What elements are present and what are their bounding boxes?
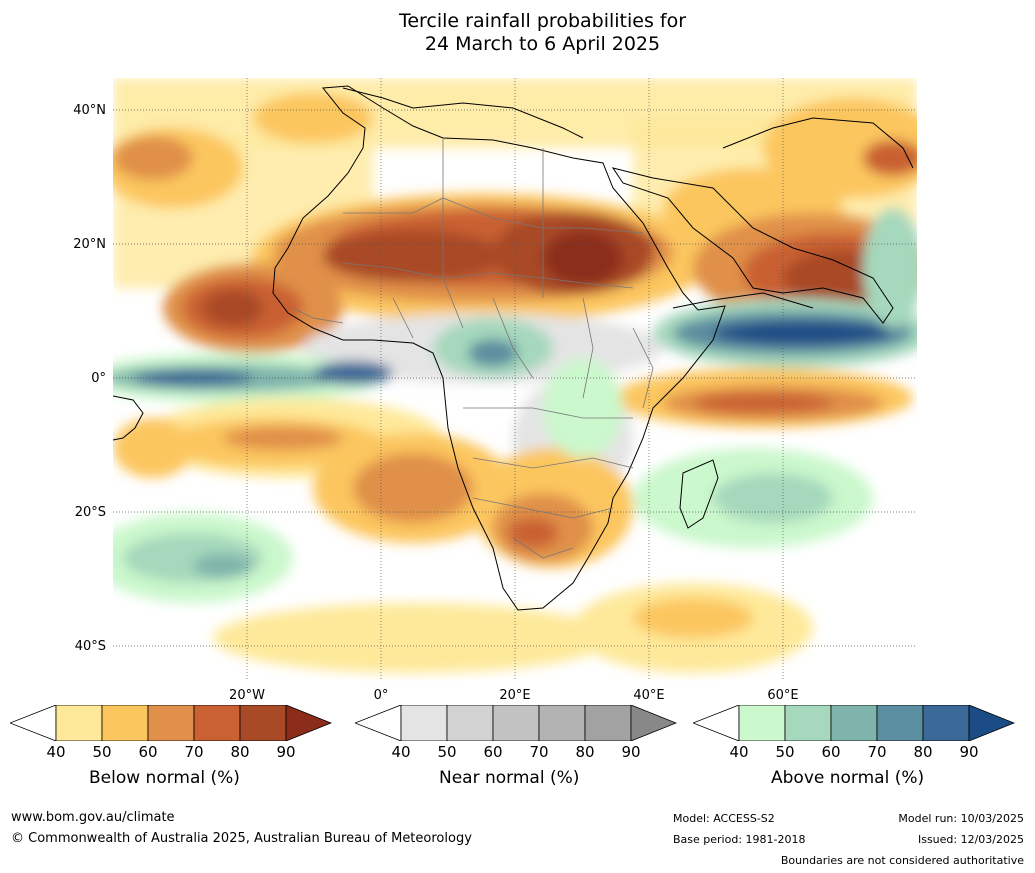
footer-model: Model: ACCESS-S2 <box>673 812 775 825</box>
below-tick-40: 40 <box>46 743 66 761</box>
lat-label-40n: 40°N <box>73 103 106 118</box>
below-normal-label: Below normal (%) <box>89 768 240 788</box>
below-colorbar-segment <box>8 704 57 742</box>
near-normal-colorbar: 40 50 60 70 80 90 <box>353 704 678 761</box>
near-tick-40: 40 <box>391 743 411 761</box>
near-colorbar-segment <box>446 704 494 742</box>
lat-label-20n: 20°N <box>73 237 106 252</box>
below-colorbar-segment <box>285 704 333 742</box>
near-colorbar-segment <box>353 704 402 742</box>
below-tick-70: 70 <box>184 743 204 761</box>
below-tick-60: 60 <box>138 743 158 761</box>
lon-label-20e: 20°E <box>499 688 531 703</box>
above-tick-40: 40 <box>729 743 749 761</box>
above-tick-90: 90 <box>959 743 979 761</box>
map-canvas <box>83 78 943 681</box>
coastlines <box>112 85 914 611</box>
graticule <box>113 78 917 681</box>
below-tick-50: 50 <box>92 743 112 761</box>
near-tick-60: 60 <box>483 743 503 761</box>
below-colorbar-segment <box>239 704 287 742</box>
above-colorbar-segment <box>830 704 878 742</box>
near-tick-90: 90 <box>621 743 641 761</box>
title-line-1: Tercile rainfall probabilities for <box>398 10 687 32</box>
above-colorbar-segment <box>738 704 786 742</box>
lon-label-40e: 40°E <box>633 688 665 703</box>
lat-label-20s: 20°S <box>74 505 106 520</box>
country-borders <box>292 138 654 559</box>
lon-label-60e: 60°E <box>767 688 799 703</box>
near-colorbar-segment <box>538 704 586 742</box>
above-normal-colorbar: 40 50 60 70 80 90 <box>691 704 1016 761</box>
near-colorbar-segment <box>584 704 632 742</box>
below-colorbar-segment <box>55 704 103 742</box>
below-tick-80: 80 <box>230 743 250 761</box>
footer-copyright: © Commonwealth of Australia 2025, Austra… <box>11 831 472 846</box>
above-tick-60: 60 <box>821 743 841 761</box>
footer-url[interactable]: www.bom.gov.au/climate <box>11 810 175 825</box>
footer-issued: Issued: 12/03/2025 <box>917 833 1024 846</box>
above-colorbar-segment <box>876 704 924 742</box>
near-tick-70: 70 <box>529 743 549 761</box>
lat-label-40s: 40°S <box>74 639 106 654</box>
below-colorbar-segment <box>101 704 149 742</box>
near-normal-label: Near normal (%) <box>439 768 580 788</box>
near-colorbar-segment <box>630 704 678 742</box>
above-tick-80: 80 <box>913 743 933 761</box>
title-line-2: 24 March to 6 April 2025 <box>424 33 661 55</box>
above-colorbar-segment <box>922 704 970 742</box>
below-tick-90: 90 <box>276 743 296 761</box>
above-colorbar-segment <box>691 704 740 742</box>
map-title: Tercile rainfall probabilities for 24 Ma… <box>0 10 1035 56</box>
lat-label-0: 0° <box>91 371 106 386</box>
above-colorbar-segment <box>968 704 1016 742</box>
lon-label-0: 0° <box>373 688 389 703</box>
footer-base-period: Base period: 1981-2018 <box>673 833 806 846</box>
rainfall-probability-map <box>83 78 943 681</box>
above-tick-50: 50 <box>775 743 795 761</box>
lon-label-20w: 20°W <box>229 688 265 703</box>
near-colorbar-segment <box>400 704 448 742</box>
near-tick-50: 50 <box>437 743 457 761</box>
near-colorbar-segment <box>492 704 540 742</box>
above-normal-label: Above normal (%) <box>771 768 925 788</box>
footer-model-run: Model run: 10/03/2025 <box>898 812 1024 825</box>
footer-disclaimer: Boundaries are not considered authoritat… <box>780 854 1024 867</box>
above-tick-70: 70 <box>867 743 887 761</box>
below-colorbar-segment <box>147 704 195 742</box>
near-tick-80: 80 <box>575 743 595 761</box>
above-colorbar-segment <box>784 704 832 742</box>
below-colorbar-segment <box>193 704 241 742</box>
below-normal-colorbar: 40 50 60 70 80 90 <box>8 704 333 761</box>
